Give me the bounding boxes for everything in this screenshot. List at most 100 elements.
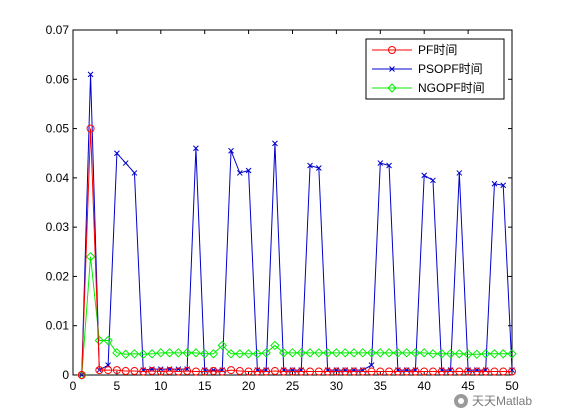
data-point: [95, 366, 104, 375]
data-point: [386, 162, 392, 169]
data-point: [428, 349, 438, 359]
data-point: [174, 367, 183, 376]
data-point: [500, 182, 507, 189]
data-point: [243, 349, 254, 359]
data-point: [349, 348, 359, 358]
legend-marker: [387, 83, 397, 93]
y-tick-label: 0.01: [46, 319, 70, 333]
data-point: [411, 367, 420, 376]
data-point: [341, 367, 350, 376]
data-point: [481, 367, 490, 376]
data-point: [367, 367, 376, 376]
data-point: [165, 367, 174, 376]
data-point: [235, 349, 245, 359]
data-point: [209, 367, 218, 376]
data-point: [77, 371, 86, 379]
legend-marker: [388, 46, 396, 54]
data-point: [270, 367, 279, 376]
data-point: [305, 348, 315, 358]
data-point: [377, 160, 384, 166]
x-tick-label: 50: [505, 379, 519, 393]
legend-entry: PSOPF时间: [372, 62, 483, 76]
data-point: [490, 367, 499, 376]
data-point: [331, 348, 342, 358]
data-point: [366, 348, 377, 358]
data-point: [252, 349, 263, 359]
data-point: [323, 367, 332, 376]
legend-label: PSOPF时间: [418, 62, 483, 76]
data-point: [464, 367, 473, 376]
legend-label: NGOPF时间: [418, 81, 485, 95]
data-point: [130, 367, 139, 376]
series-line: [81, 74, 513, 376]
x-tick-label: 40: [418, 379, 432, 393]
data-point: [296, 348, 306, 358]
data-point: [508, 367, 516, 376]
data-point: [122, 160, 129, 166]
data-point: [480, 349, 491, 359]
data-point: [104, 366, 113, 375]
y-tick-label: 0.07: [46, 23, 70, 37]
x-tick-label: 0: [70, 379, 77, 393]
axis-ticks: 0 5 10 15 20 25 30 35 40 45 50 0 0.01 0.02 0.03 0.04 0.0…: [46, 23, 519, 393]
data-point: [491, 180, 498, 187]
data-point: [307, 162, 313, 169]
data-point: [131, 170, 138, 176]
data-point: [112, 366, 121, 375]
legend: PF时间 PSOPF时间 NGOPF时间: [365, 38, 505, 100]
data-point: [227, 366, 236, 375]
data-point: [183, 367, 192, 376]
data-point: [430, 177, 436, 184]
data-point: [288, 367, 297, 376]
legend-marker: [389, 66, 395, 72]
x-tick-label: 5: [114, 379, 121, 393]
series-0: [77, 124, 516, 379]
data-point: [272, 140, 278, 147]
data-point: [261, 348, 271, 358]
data-point: [456, 170, 463, 176]
data-point: [385, 367, 394, 376]
data-point: [270, 340, 280, 351]
data-point: [120, 349, 131, 360]
x-tick-label: 15: [198, 379, 212, 393]
data-point: [236, 170, 243, 176]
data-point: [455, 367, 464, 376]
data-point: [279, 367, 288, 376]
data-point: [156, 367, 165, 376]
data-point: [421, 172, 428, 179]
data-point: [191, 367, 200, 376]
data-point: [454, 349, 465, 359]
data-point: [375, 348, 386, 358]
legend-label: PF时间: [418, 43, 457, 57]
data-point: [306, 367, 315, 376]
data-point: [217, 340, 227, 351]
data-point: [420, 367, 429, 376]
data-point: [402, 367, 411, 376]
data-point: [175, 366, 182, 372]
data-point: [332, 367, 341, 376]
data-point: [235, 367, 244, 376]
data-point: [139, 367, 148, 376]
data-point: [138, 349, 148, 360]
data-point: [208, 349, 219, 359]
data-point: [368, 362, 375, 368]
data-point: [349, 367, 358, 376]
data-point: [228, 147, 234, 154]
series-line: [81, 128, 512, 376]
series-2: [77, 252, 517, 380]
data-point: [114, 150, 120, 157]
data-point: [507, 349, 517, 359]
data-point: [226, 349, 236, 359]
x-tick-label: 35: [374, 379, 388, 393]
x-tick-label: 25: [286, 379, 300, 393]
y-tick-label: 0.03: [46, 220, 70, 234]
data-point: [376, 367, 385, 376]
data-point: [157, 366, 164, 372]
data-point: [463, 349, 473, 360]
x-tick-label: 45: [461, 379, 475, 393]
data-point: [498, 349, 508, 359]
data-point: [210, 367, 217, 373]
data-point: [437, 349, 447, 359]
data-point: [245, 167, 252, 174]
